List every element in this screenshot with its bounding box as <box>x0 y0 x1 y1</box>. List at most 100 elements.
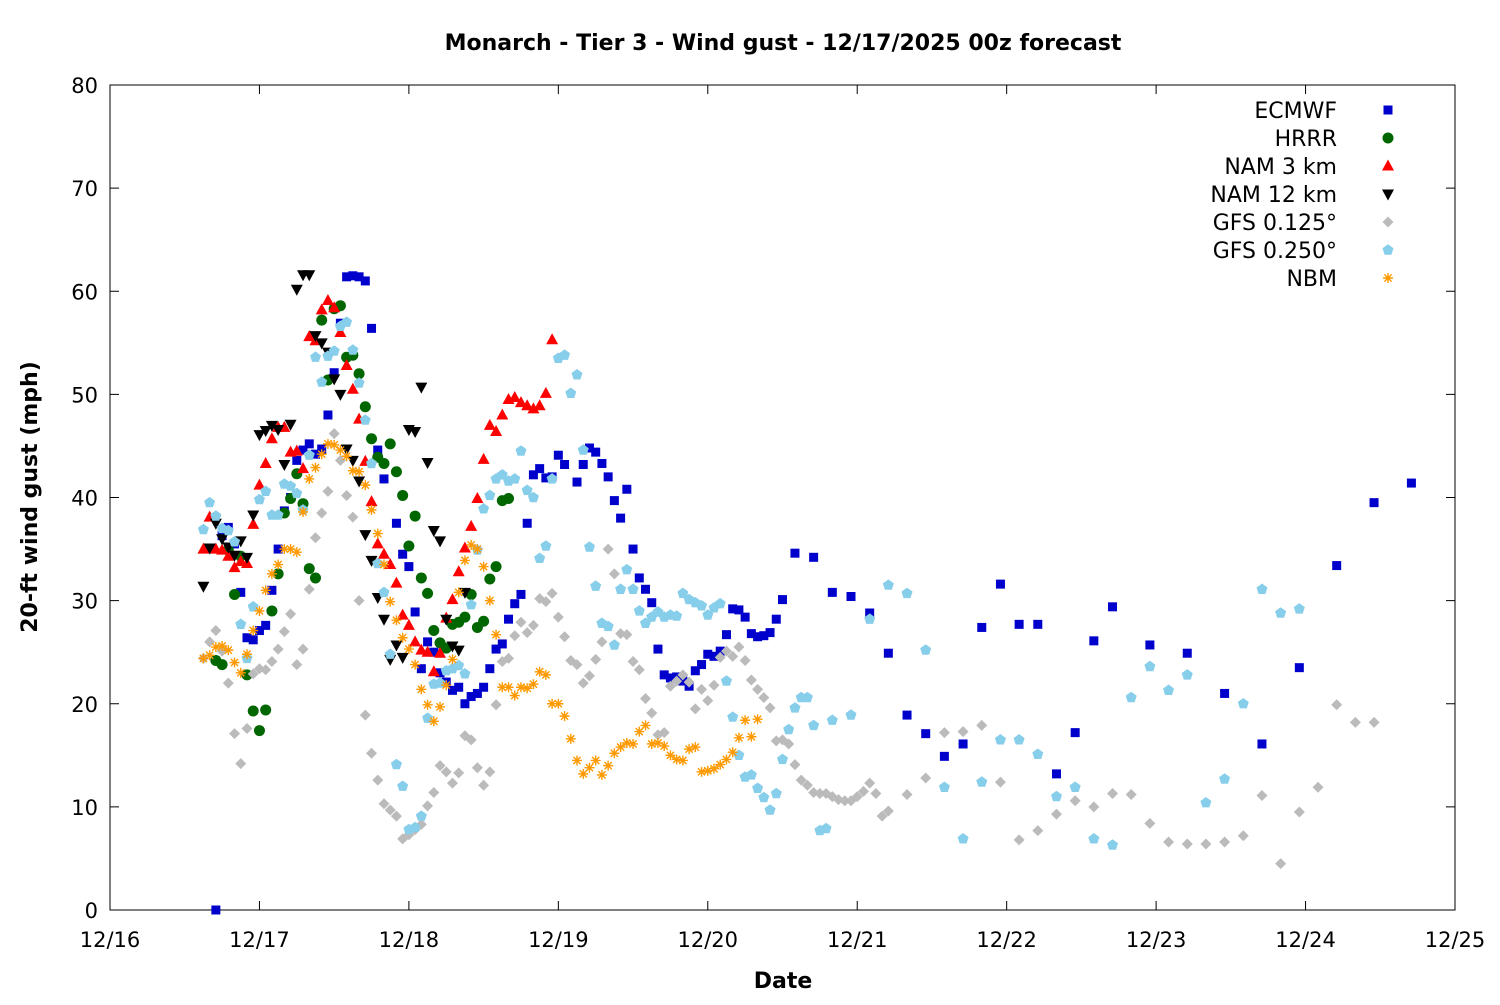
data-point <box>471 762 483 774</box>
data-point <box>228 561 241 573</box>
y-tick-label: 50 <box>71 383 98 407</box>
data-point <box>309 532 321 544</box>
data-point <box>864 777 876 789</box>
data-point <box>453 587 464 598</box>
data-point <box>559 349 571 360</box>
data-point <box>976 719 988 731</box>
data-point <box>446 641 459 653</box>
data-point <box>938 727 950 739</box>
data-point <box>229 657 240 668</box>
data-point <box>272 643 284 655</box>
data-point <box>746 629 756 639</box>
data-point <box>1014 619 1024 629</box>
data-point <box>820 822 832 834</box>
data-point <box>397 780 409 791</box>
data-point <box>440 766 452 778</box>
data-point <box>572 755 583 766</box>
data-point <box>696 683 708 695</box>
legend-label: HRRR <box>1275 127 1337 152</box>
data-point <box>1237 830 1249 842</box>
data-point <box>340 359 353 370</box>
data-point <box>260 664 272 676</box>
data-point <box>702 765 713 776</box>
data-point <box>253 725 265 737</box>
data-point <box>1200 797 1212 808</box>
data-point <box>396 652 409 664</box>
data-point <box>415 572 427 584</box>
data-point <box>1051 790 1062 802</box>
data-point <box>515 682 526 693</box>
data-point <box>994 776 1006 788</box>
data-point <box>720 675 732 686</box>
data-point <box>690 742 701 753</box>
data-point <box>298 445 308 455</box>
data-point <box>534 552 546 563</box>
data-point <box>1089 636 1099 646</box>
data-point <box>328 428 340 440</box>
data-point <box>640 693 652 705</box>
data-point <box>628 738 639 749</box>
data-point <box>260 704 272 716</box>
data-point <box>715 646 725 656</box>
data-point <box>261 620 271 630</box>
data-point <box>253 493 265 505</box>
data-point <box>228 550 241 562</box>
data-point <box>503 493 515 505</box>
data-point <box>652 737 663 748</box>
data-point <box>402 618 415 630</box>
data-point <box>378 586 390 598</box>
data-point <box>546 473 558 484</box>
data-point <box>253 430 266 442</box>
data-point <box>733 732 744 743</box>
data-point <box>1237 698 1249 709</box>
data-point <box>1312 781 1324 793</box>
data-point <box>253 478 266 490</box>
legend: ECMWF HRRR NAM 3 km NAM 12 km GFS 0.125° GFS … <box>1210 99 1394 292</box>
data-point <box>1219 773 1231 784</box>
data-point <box>783 723 795 735</box>
data-point <box>721 754 732 765</box>
data-point <box>678 676 688 686</box>
data-point <box>671 610 683 621</box>
data-point <box>353 377 365 388</box>
data-point <box>329 439 340 450</box>
data-point <box>539 386 552 398</box>
data-point <box>515 445 527 456</box>
data-point <box>211 905 221 915</box>
data-point <box>422 712 434 723</box>
data-point <box>659 670 669 680</box>
data-point <box>641 584 651 594</box>
data-point <box>423 637 433 647</box>
data-point <box>628 544 638 554</box>
data-point <box>304 473 315 484</box>
data-point <box>328 345 340 356</box>
data-point <box>565 387 577 398</box>
data-point <box>247 705 259 717</box>
data-point <box>366 504 377 515</box>
data-point <box>522 518 532 528</box>
data-point <box>634 573 644 583</box>
data-point <box>734 605 744 615</box>
data-point <box>434 646 447 658</box>
data-point <box>596 769 607 780</box>
data-point <box>790 548 800 558</box>
data-point <box>422 587 434 599</box>
data-point <box>247 517 260 529</box>
data-point <box>285 480 297 491</box>
data-point <box>622 484 632 494</box>
data-point <box>633 664 645 676</box>
data-point <box>472 688 482 698</box>
data-point <box>410 659 421 670</box>
data-point <box>1107 787 1119 799</box>
data-point <box>247 510 260 522</box>
data-point <box>615 583 627 594</box>
data-point <box>435 701 446 712</box>
x-tick-label: 12/16 <box>80 928 141 952</box>
data-point <box>366 747 378 759</box>
data-point <box>504 614 514 624</box>
data-point <box>235 618 247 629</box>
data-point <box>197 581 210 593</box>
legend-marker <box>1383 105 1393 115</box>
data-point <box>409 510 421 522</box>
